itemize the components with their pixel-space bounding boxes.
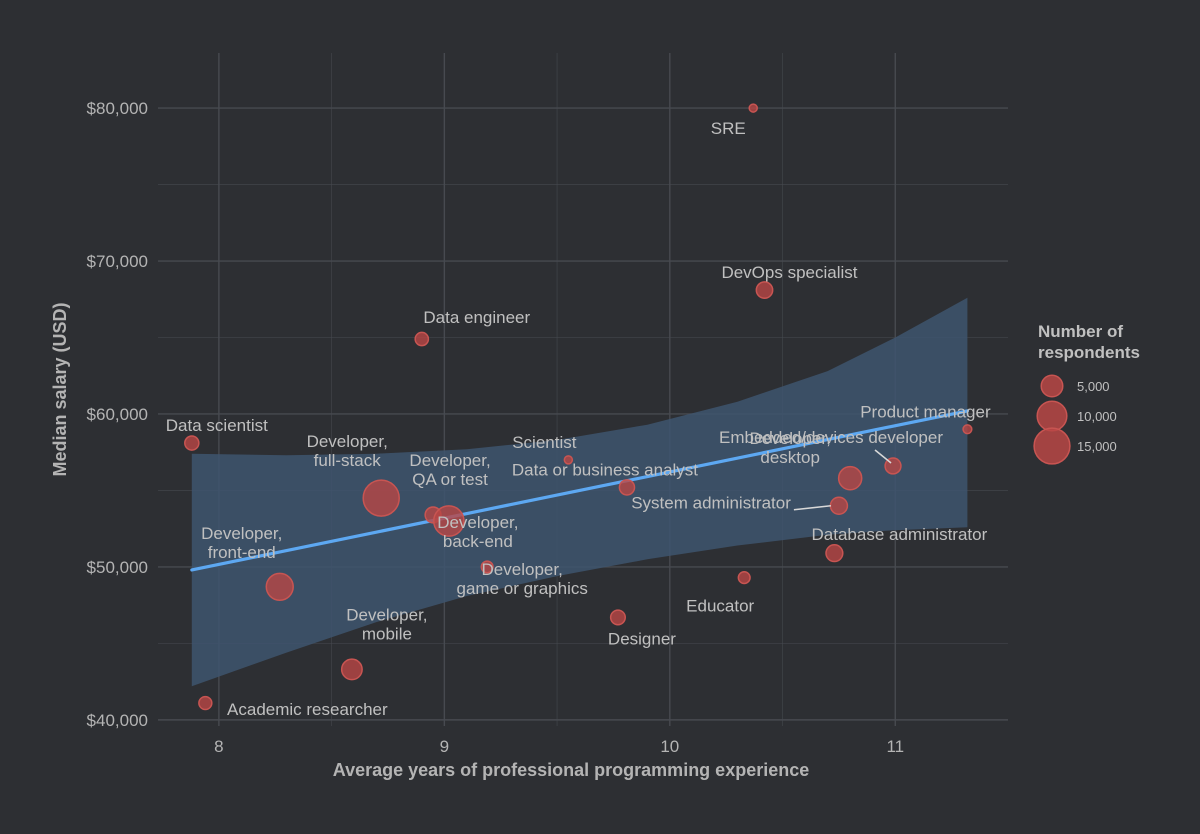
y-axis-title: Median salary (USD)	[50, 302, 70, 476]
data-point	[563, 455, 574, 465]
data-point	[962, 424, 973, 435]
point-label: Data or business analyst	[512, 460, 698, 479]
legend-title-line-2: respondents	[1038, 343, 1140, 362]
point-label: Data engineer	[423, 308, 530, 327]
legend-entry-label: 5,000	[1077, 379, 1110, 394]
point-label: Database administrator	[812, 525, 988, 544]
point-label: Academic researcher	[227, 700, 388, 719]
legend-entry-label: 15,000	[1077, 439, 1117, 454]
label-leader-line	[874, 449, 892, 464]
label-leader-line	[793, 504, 831, 511]
data-point	[618, 479, 636, 496]
point-label: Scientist	[512, 433, 577, 452]
data-point	[737, 571, 751, 585]
data-point	[432, 505, 465, 537]
data-point	[362, 479, 400, 517]
point-label: Developer, mobile	[346, 605, 427, 643]
point-label: System administrator	[631, 494, 791, 513]
x-tick-label: 8	[214, 737, 223, 756]
point-label: Developer, full-stack	[307, 432, 388, 470]
data-point	[825, 544, 844, 563]
point-label: Developer, back-end	[437, 513, 518, 551]
y-tick-label: $50,000	[87, 558, 148, 577]
point-label: SRE	[711, 119, 746, 138]
data-point	[265, 572, 294, 602]
point-label: Data scientist	[166, 416, 268, 435]
point-label: Developer, front-end	[201, 524, 282, 562]
legend-entry-label: 10,000	[1077, 409, 1117, 424]
x-tick-label: 11	[886, 737, 904, 756]
y-tick-label: $80,000	[87, 99, 148, 118]
trend-line-layer	[190, 409, 970, 572]
point-label: Designer	[608, 629, 676, 648]
data-point	[748, 103, 758, 113]
trend-line	[190, 409, 970, 572]
data-point	[480, 560, 494, 574]
x-tick-label: 10	[660, 737, 679, 756]
legend-swatch	[1033, 427, 1071, 465]
point-label: DevOps specialist	[721, 263, 857, 282]
point-label: Developer, desktop	[750, 429, 831, 467]
data-point	[414, 331, 430, 347]
point-label: Embedded/devices developer	[719, 428, 943, 447]
data-point	[829, 496, 849, 516]
y-tick-label: $70,000	[87, 252, 148, 271]
legend-title-line-1: Number of	[1038, 322, 1123, 341]
x-tick-label: 9	[440, 737, 449, 756]
legend: Number of respondents 5,000 10,000 15,000	[1033, 322, 1140, 465]
legend-swatch	[1040, 374, 1064, 398]
x-axis-title: Average years of professional programmin…	[333, 760, 810, 780]
data-point	[609, 609, 627, 626]
point-labels-layer: SRE DevOps specialist Data engineer Data sc…	[166, 119, 991, 719]
point-label: Product manager	[860, 402, 991, 421]
legend-swatch	[1036, 400, 1068, 432]
point-label: Developer, game or graphics	[457, 560, 588, 598]
points-layer	[184, 103, 973, 711]
point-label: Educator	[686, 597, 754, 616]
data-point	[837, 465, 863, 491]
data-point	[198, 695, 213, 711]
y-tick-label: $40,000	[87, 711, 148, 730]
data-point	[340, 658, 363, 681]
point-label: Developer, QA or test	[409, 451, 490, 489]
data-point	[184, 435, 200, 451]
axis-layer: Average years of professional programmin…	[50, 99, 904, 780]
data-point	[755, 281, 774, 299]
y-tick-label: $60,000	[87, 405, 148, 424]
